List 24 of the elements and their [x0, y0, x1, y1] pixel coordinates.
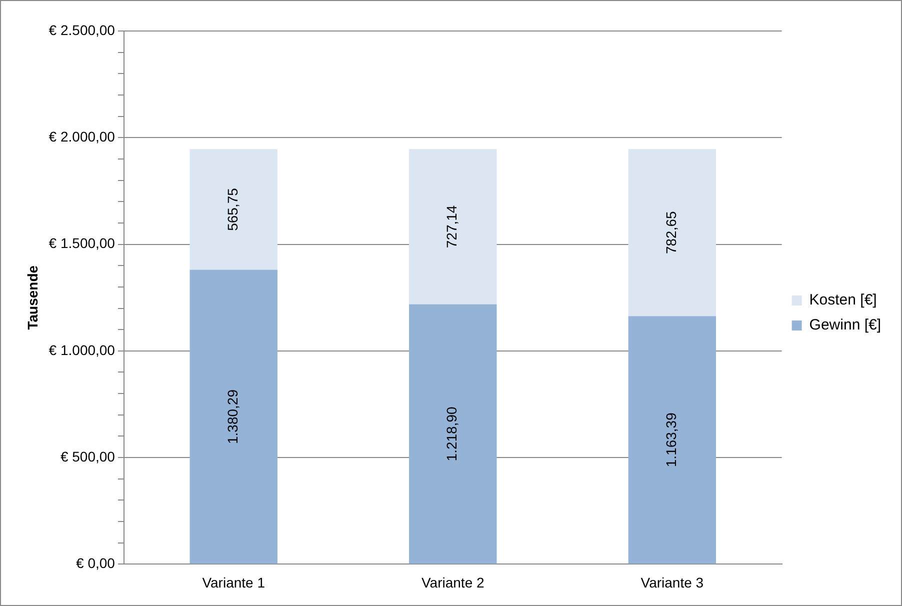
y-tick-label: € 500,00 [60, 448, 116, 464]
data-label: 1.380,29 [224, 389, 240, 444]
x-tick-label: Variante 1 [202, 574, 266, 590]
data-label: 727,14 [444, 205, 460, 248]
x-tick-label: Variante 2 [421, 574, 484, 590]
x-tick-label: Variante 3 [640, 574, 704, 590]
bar [409, 304, 497, 564]
data-label: 782,65 [663, 210, 680, 254]
y-tick-label: € 2.000,00 [48, 128, 116, 144]
data-label: 1.163,39 [663, 412, 680, 468]
bar [190, 270, 278, 564]
bar [409, 149, 497, 304]
y-tick-label: € 0,00 [76, 555, 116, 572]
y-tick-label: € 1.000,00 [48, 342, 116, 358]
data-label: 1.218,90 [444, 406, 460, 462]
data-label: 565,75 [224, 188, 240, 231]
bar [190, 149, 278, 270]
legend-label: Kosten [€] [809, 292, 877, 309]
y-tick-label: € 2.500,00 [48, 22, 116, 38]
y-tick-label: € 1.500,00 [48, 235, 116, 252]
bar [628, 316, 716, 564]
legend-label: Gewinn [€] [809, 316, 882, 334]
bar [628, 149, 716, 316]
y-axis-title: Tausende [24, 265, 40, 330]
